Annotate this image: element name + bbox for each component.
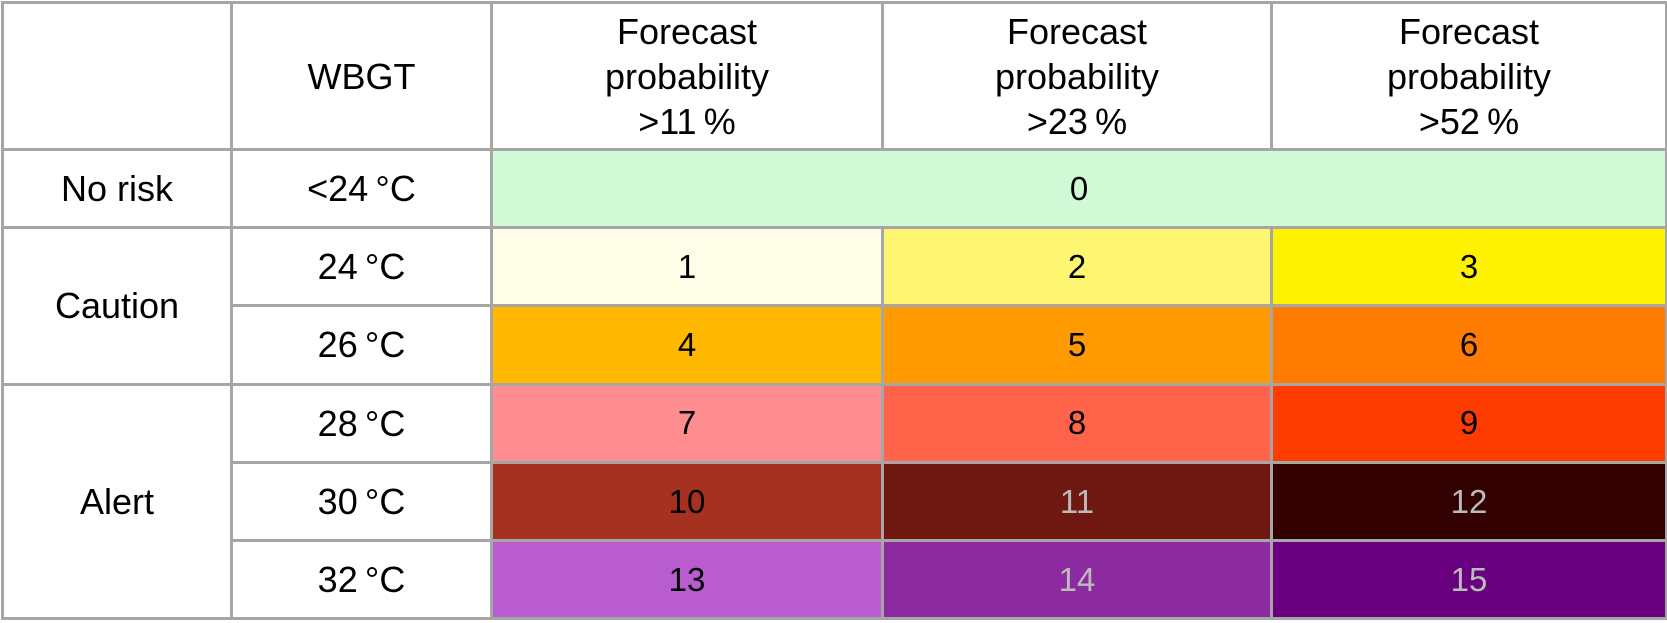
header-cell: Forecast probability >11 % bbox=[490, 0, 884, 152]
wbgt-cell: <24 °C bbox=[230, 148, 493, 230]
level-cell: 7 bbox=[490, 382, 884, 464]
risk-label: Caution bbox=[1, 226, 233, 386]
header-line: >23 % bbox=[1026, 100, 1128, 142]
header-line: Forecast bbox=[1398, 10, 1540, 52]
header-line: probability bbox=[1386, 55, 1552, 97]
wbgt-cell: 26 °C bbox=[230, 304, 493, 386]
level-cell: 1 bbox=[490, 226, 884, 308]
wbgt-cell: 28 °C bbox=[230, 382, 493, 464]
header-line: >11 % bbox=[638, 100, 736, 142]
level-cell: 12 bbox=[1270, 460, 1667, 542]
header-cell: Forecast probability >23 % bbox=[881, 0, 1273, 152]
table-row: 26 °C 4 5 6 bbox=[3, 304, 1667, 386]
level-cell: 3 bbox=[1270, 226, 1667, 308]
level-cell: 14 bbox=[881, 538, 1273, 621]
header-row: WBGT Forecast probability >11 % Forecast prob… bbox=[1, 0, 1667, 152]
risk-label: No risk bbox=[1, 148, 233, 230]
table-row: 30 °C 10 11 12 bbox=[3, 460, 1667, 542]
level-cell: 6 bbox=[1270, 304, 1667, 386]
wbgt-cell: 30 °C bbox=[230, 460, 493, 542]
level-cell: 4 bbox=[490, 304, 884, 386]
level-cell: 10 bbox=[490, 460, 884, 542]
level-cell: 5 bbox=[881, 304, 1273, 386]
header-cell: WBGT bbox=[230, 0, 493, 152]
wbgt-cell: 24 °C bbox=[230, 226, 493, 308]
header-line: probability bbox=[604, 55, 770, 97]
table-row: No risk <24 °C 0 bbox=[1, 148, 1667, 230]
level-cell: 11 bbox=[881, 460, 1273, 542]
wbgt-cell: 32 °C bbox=[230, 538, 493, 621]
table-row: Alert 28 °C 7 8 9 bbox=[1, 382, 1667, 621]
table-row: Caution 24 °C 1 2 3 bbox=[1, 226, 1667, 386]
level-cell: 2 bbox=[881, 226, 1273, 308]
header-line: Forecast bbox=[616, 10, 758, 52]
header-line: Forecast bbox=[1006, 10, 1148, 52]
risk-label: Alert bbox=[1, 382, 233, 621]
corner-cell bbox=[1, 0, 233, 152]
level-cell: 9 bbox=[1270, 382, 1667, 464]
level-cell: 13 bbox=[490, 538, 884, 621]
header-line: >52 % bbox=[1418, 100, 1520, 142]
level-cell: 8 bbox=[881, 382, 1273, 464]
table-row: 32 °C 13 14 15 bbox=[3, 538, 1667, 621]
level-cell: 0 bbox=[490, 148, 1667, 230]
level-cell: 15 bbox=[1270, 538, 1667, 621]
header-line: probability bbox=[994, 55, 1160, 97]
header-cell: Forecast probability >52 % bbox=[1270, 0, 1667, 152]
